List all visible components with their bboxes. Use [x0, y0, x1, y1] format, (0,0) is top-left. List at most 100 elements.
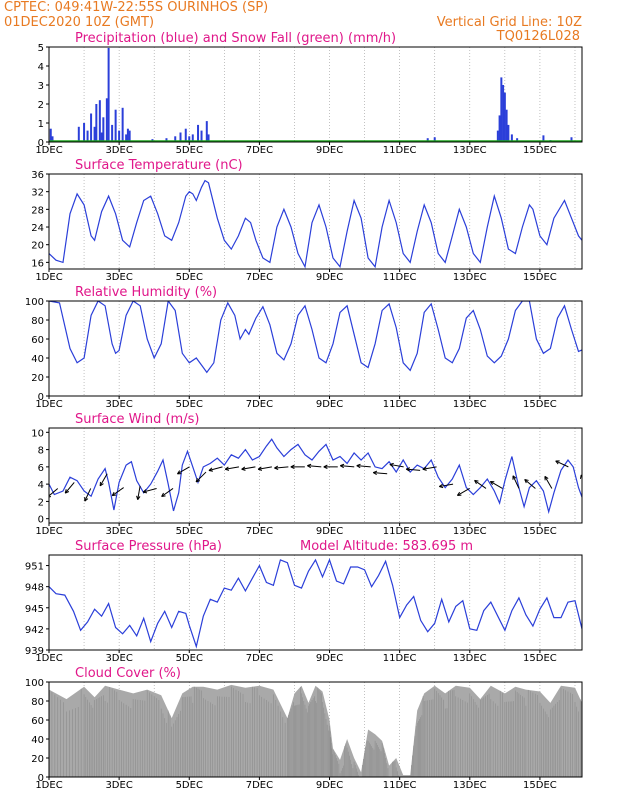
panel-cloud: 0 20 40 60 80 100 1DEC 3DEC 5DEC 7DEC 9DEC 11DEC 13D…	[25, 666, 583, 791]
wind-arrow	[489, 480, 503, 489]
wind-arrow	[356, 463, 371, 469]
precip-bar	[507, 124, 510, 142]
humidity-title: Relative Humidity (%)	[75, 285, 217, 300]
precip-bar	[433, 137, 436, 142]
x-tick-label: 5DEC	[176, 653, 203, 664]
y-tick-label: 0	[38, 515, 44, 526]
precip-bar	[102, 117, 105, 142]
wind-frame	[48, 427, 583, 524]
panel-wind: 0 2 4 6 8 10 1DEC 3DEC 5DEC 7DEC 9DEC 11DEC 13DEC 15D…	[31, 412, 583, 537]
precip-bar	[505, 109, 508, 142]
model-code: TQ0126L028	[496, 29, 580, 44]
precip-frame	[48, 46, 583, 143]
precip-bar	[126, 128, 129, 142]
x-tick-label: 3DEC	[105, 272, 132, 283]
precip-bar	[207, 134, 210, 142]
x-tick-label: 9DEC	[316, 399, 343, 410]
y-tick-label: 3	[38, 81, 44, 92]
x-tick-label: 11DEC	[383, 653, 417, 664]
precip-bar	[498, 115, 501, 142]
wind-arrow	[99, 473, 108, 487]
x-tick-label: 5DEC	[176, 272, 203, 283]
wind-arrow	[64, 482, 75, 494]
x-tick-label: 13DEC	[453, 399, 487, 410]
y-tick-label: 80	[31, 316, 44, 327]
x-tick-label: 5DEC	[176, 399, 203, 410]
y-tick-label: 100	[25, 678, 44, 689]
y-tick-label: 10	[31, 428, 44, 439]
wind-arrow	[208, 466, 223, 472]
precip-bar	[426, 138, 429, 142]
y-tick-label: 36	[31, 170, 44, 181]
x-tick-label: 5DEC	[176, 780, 203, 791]
x-tick-label: 1DEC	[35, 653, 62, 664]
precip-bar	[197, 124, 200, 142]
y-tick-label: 0	[38, 392, 44, 403]
y-tick-label: 20	[31, 241, 44, 252]
x-tick-label: 11DEC	[383, 145, 417, 156]
cloud-title: Cloud Cover (%)	[75, 666, 181, 681]
y-tick-label: 0	[38, 773, 44, 784]
precip-bar	[90, 113, 93, 142]
x-tick-label: 13DEC	[453, 145, 487, 156]
precip-bar	[516, 138, 519, 142]
x-tick-label: 13DEC	[453, 272, 487, 283]
x-tick-label: 7DEC	[246, 653, 273, 664]
wind-arrow	[257, 466, 272, 471]
temperature-frame	[48, 173, 583, 270]
humidity-frame	[48, 300, 583, 397]
x-tick-label: 15DEC	[523, 399, 557, 410]
y-tick-label: 80	[31, 697, 44, 708]
precip-bar	[510, 134, 513, 142]
station-header: CPTEC: 049:41W-22:55S OURINHOS (SP)	[4, 0, 269, 15]
precip-bar	[111, 124, 114, 142]
wind-arrow	[340, 463, 355, 469]
model-altitude-label: Model Altitude: 583.695 m	[300, 539, 473, 554]
wind-arrow	[49, 488, 59, 498]
x-tick-label: 3DEC	[105, 780, 132, 791]
wind-arrow	[323, 464, 338, 470]
x-tick-label: 3DEC	[105, 399, 132, 410]
x-tick-label: 7DEC	[246, 145, 273, 156]
pressure-title: Surface Pressure (hPa)	[75, 539, 222, 554]
wind-arrow	[195, 471, 207, 483]
x-tick-label: 11DEC	[383, 780, 417, 791]
x-tick-label: 11DEC	[383, 272, 417, 283]
y-tick-label: 40	[31, 354, 44, 365]
cloud-frame	[48, 681, 583, 778]
x-tick-label: 9DEC	[316, 653, 343, 664]
y-tick-label: 951	[25, 562, 44, 573]
y-tick-label: 2	[38, 100, 44, 111]
wind-arrow	[274, 465, 289, 470]
x-tick-label: 15DEC	[523, 145, 557, 156]
wind-arrow	[176, 466, 190, 475]
wind-arrow	[474, 479, 487, 489]
precip-plot-area	[49, 47, 582, 142]
pressure-plot-area	[49, 555, 582, 650]
y-tick-label: 4	[38, 62, 44, 73]
y-tick-label: 100	[25, 297, 44, 308]
wind-arrow	[136, 485, 141, 500]
y-tick-label: 4	[38, 480, 44, 491]
wind-arrow	[422, 466, 437, 471]
y-tick-label: 20	[31, 373, 44, 384]
wind-arrow	[161, 488, 174, 497]
precip-bar	[107, 47, 110, 142]
x-tick-label: 15DEC	[523, 526, 557, 537]
wind-arrow	[241, 466, 256, 471]
vertical-grid-note: Vertical Grid Line: 10Z	[436, 15, 582, 30]
x-tick-label: 5DEC	[176, 145, 203, 156]
x-tick-label: 13DEC	[453, 780, 487, 791]
y-tick-label: 939	[25, 646, 44, 657]
x-tick-label: 3DEC	[105, 653, 132, 664]
precip-bar	[503, 92, 506, 142]
precip-bar	[95, 104, 98, 142]
wind-plot-area	[49, 428, 582, 523]
wind-arrow	[405, 467, 421, 472]
precip-bar	[542, 135, 545, 142]
humidity-series-line	[49, 301, 582, 374]
y-tick-label: 20	[31, 754, 44, 765]
run-date: 01DEC2020 10Z (GMT)	[4, 15, 155, 30]
wind-arrow	[512, 475, 520, 489]
y-tick-label: 5	[38, 43, 44, 54]
